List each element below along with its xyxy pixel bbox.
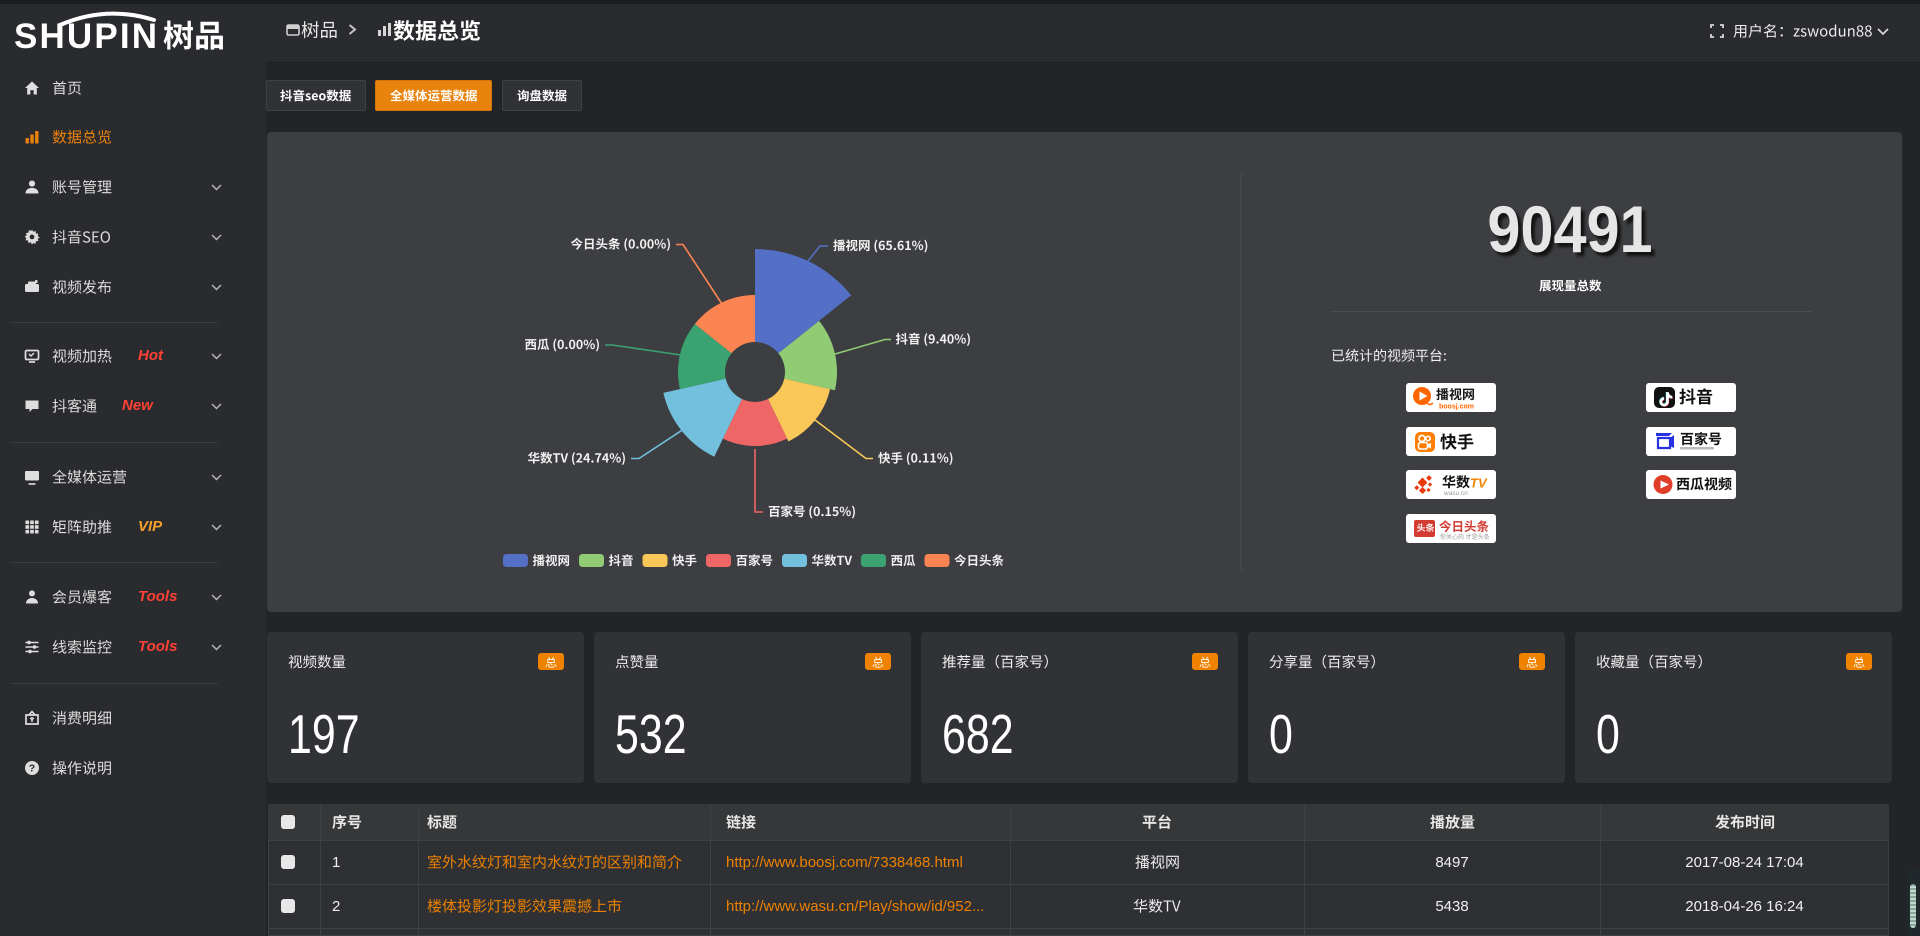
svg-text:SHUPIN: SHUPIN [14, 17, 157, 56]
svg-text:wasu.cn: wasu.cn [1443, 490, 1468, 497]
svg-text:boosj.com: boosj.com [1439, 404, 1474, 411]
svg-text:?: ? [29, 763, 35, 775]
svg-text:你关心的 才是头条: 你关心的 才是头条 [1440, 533, 1490, 541]
svg-text:TV: TV [1470, 476, 1488, 491]
